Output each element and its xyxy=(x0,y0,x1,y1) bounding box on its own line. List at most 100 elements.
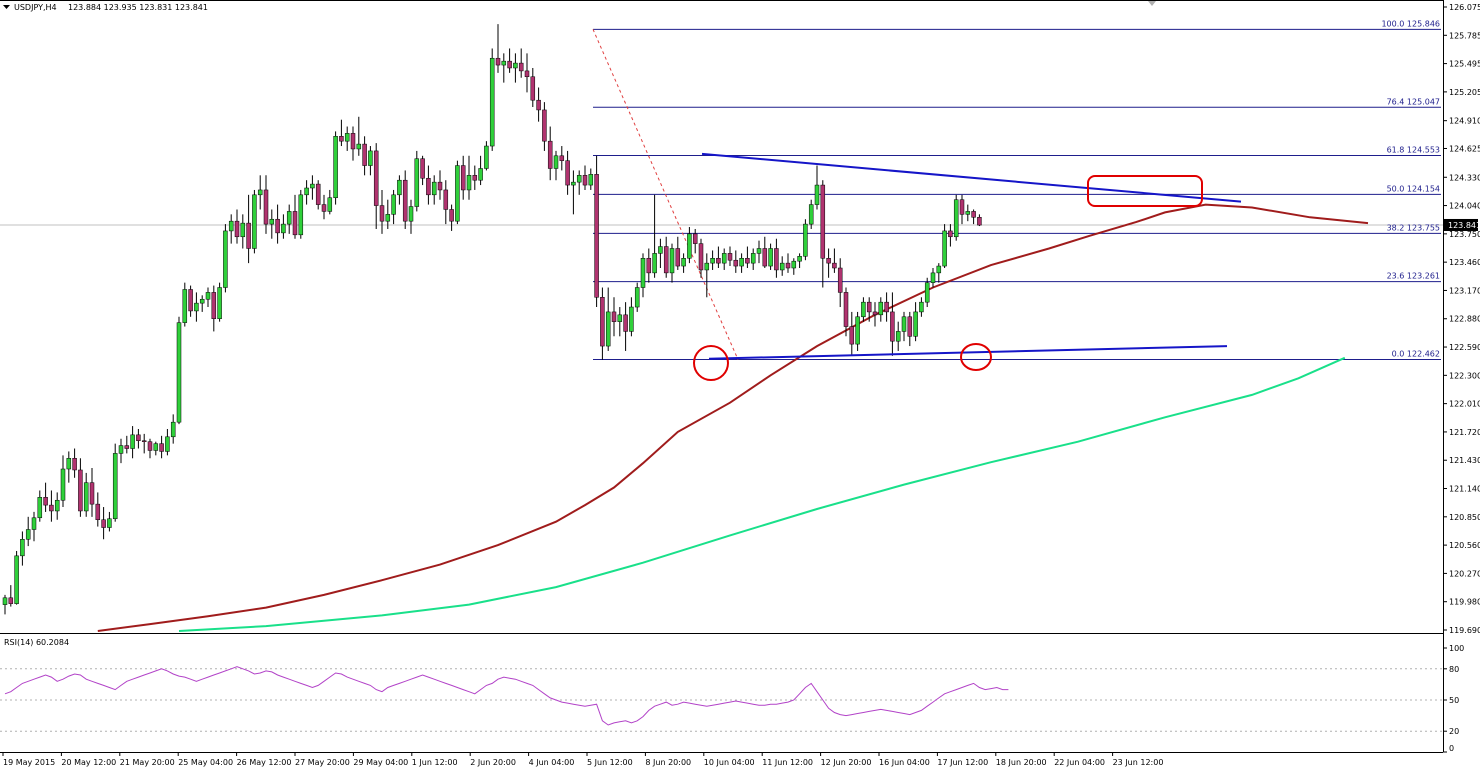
bull-candle-body xyxy=(20,539,25,557)
candle xyxy=(2,594,8,615)
candle xyxy=(443,180,449,225)
candle xyxy=(878,297,884,322)
candle xyxy=(576,170,582,195)
price-axis: 126.075 125.785 125.495 125.205 124.910 124.6… xyxy=(1443,3,1480,635)
bear-candle-body xyxy=(49,504,54,512)
candle xyxy=(542,102,547,151)
price-tick-label: 120.560 xyxy=(1449,541,1480,550)
candle xyxy=(832,248,837,273)
candle xyxy=(49,490,54,522)
price-tick-label: 120.270 xyxy=(1449,569,1480,578)
bull-candle-body xyxy=(228,220,234,232)
lower-trendline[interactable] xyxy=(708,345,1228,360)
moving-average-slow xyxy=(178,356,1346,632)
bull-candle-body xyxy=(797,256,802,262)
candle xyxy=(25,516,31,547)
candle xyxy=(965,204,971,222)
candle xyxy=(275,204,280,244)
bull-candle-body xyxy=(878,301,884,316)
candle xyxy=(808,199,814,229)
candle xyxy=(907,311,913,347)
bull-candle-body xyxy=(895,331,901,342)
bull-candle-body xyxy=(652,253,657,274)
candle xyxy=(629,297,634,337)
price-tick-label: 122.300 xyxy=(1449,371,1480,380)
bull-candle-body xyxy=(710,257,715,264)
candle xyxy=(617,307,623,337)
candle xyxy=(304,180,309,205)
bull-candle-body xyxy=(669,248,675,274)
candle xyxy=(559,146,565,171)
bull-candle-body xyxy=(634,287,640,308)
bull-candle-body xyxy=(629,306,634,332)
upper-trendline[interactable] xyxy=(701,152,1242,203)
candle xyxy=(791,258,797,275)
candle xyxy=(582,165,588,190)
time-tick-label: 5 Jun 12:00 xyxy=(587,758,633,767)
candle xyxy=(182,282,188,327)
trendlines[interactable] xyxy=(701,152,1242,360)
candle xyxy=(803,219,808,261)
bear-candle-body xyxy=(872,311,878,316)
candle xyxy=(478,155,483,186)
price-tick-label: 124.330 xyxy=(1449,173,1480,182)
bull-candle-body xyxy=(768,248,773,267)
shift-marker-icon[interactable] xyxy=(1148,1,1156,6)
candle xyxy=(901,311,907,342)
bull-candle-body xyxy=(571,181,576,186)
candle xyxy=(176,316,182,425)
time-tick-label: 1 Jun 12:00 xyxy=(412,758,458,767)
price-tick-label: 124.910 xyxy=(1449,117,1480,126)
candle xyxy=(774,238,779,278)
fib-level-label: 38.2 123.755 xyxy=(1387,223,1440,232)
bull-candle-body xyxy=(791,260,797,269)
bull-candle-body xyxy=(605,311,611,347)
time-tick-label: 21 May 20:00 xyxy=(120,758,175,767)
candle xyxy=(855,311,860,351)
bear-candle-body xyxy=(762,248,768,267)
support-circle-1 xyxy=(693,345,729,381)
candle xyxy=(431,175,437,205)
candle xyxy=(455,160,460,225)
candle xyxy=(89,468,95,517)
candle xyxy=(298,189,304,239)
candle xyxy=(843,287,849,337)
candle xyxy=(257,175,263,210)
bull-candle-body xyxy=(25,529,31,540)
bull-candle-body xyxy=(588,174,594,186)
candle xyxy=(252,189,257,254)
bear-candle-body xyxy=(884,301,889,313)
candle xyxy=(37,490,43,522)
time-tick-label: 26 May 12:00 xyxy=(237,758,292,767)
symbol-dropdown-icon[interactable] xyxy=(3,5,10,9)
bull-candle-body xyxy=(182,289,188,323)
time-tick-label: 19 May 2015 xyxy=(3,758,55,767)
bear-candle-body xyxy=(211,292,217,319)
fib-anchor-line[interactable] xyxy=(592,29,739,360)
price-tick-label: 122.010 xyxy=(1449,400,1480,409)
candle xyxy=(762,236,768,269)
bull-candle-body xyxy=(60,468,66,501)
bear-candle-body xyxy=(234,220,240,238)
bull-candle-body xyxy=(756,248,762,254)
bear-candle-body xyxy=(379,205,385,222)
candle xyxy=(321,194,327,220)
bull-candle-body xyxy=(31,517,37,530)
fibonacci-retracement[interactable]: 100.0 125.846 76.4 125.047 61.8 124.553 50.… xyxy=(592,19,1441,361)
time-tick-label: 8 Jun 20:00 xyxy=(645,758,691,767)
candle xyxy=(292,194,298,239)
candle xyxy=(379,189,385,234)
candlesticks xyxy=(2,24,982,615)
bull-candle-body xyxy=(397,179,402,196)
candle xyxy=(397,175,402,205)
candle xyxy=(188,285,193,317)
bear-candle-body xyxy=(373,150,379,206)
bear-candle-body xyxy=(420,158,425,179)
candle xyxy=(739,253,744,273)
bull-candle-body xyxy=(455,165,460,222)
candle xyxy=(484,141,489,171)
bull-candle-body xyxy=(199,298,205,304)
bear-candle-body xyxy=(600,297,605,347)
bull-candle-body xyxy=(924,282,930,303)
